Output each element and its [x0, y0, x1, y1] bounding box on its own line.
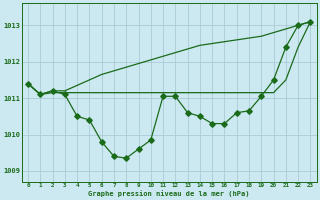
X-axis label: Graphe pression niveau de la mer (hPa): Graphe pression niveau de la mer (hPa) [88, 190, 250, 197]
